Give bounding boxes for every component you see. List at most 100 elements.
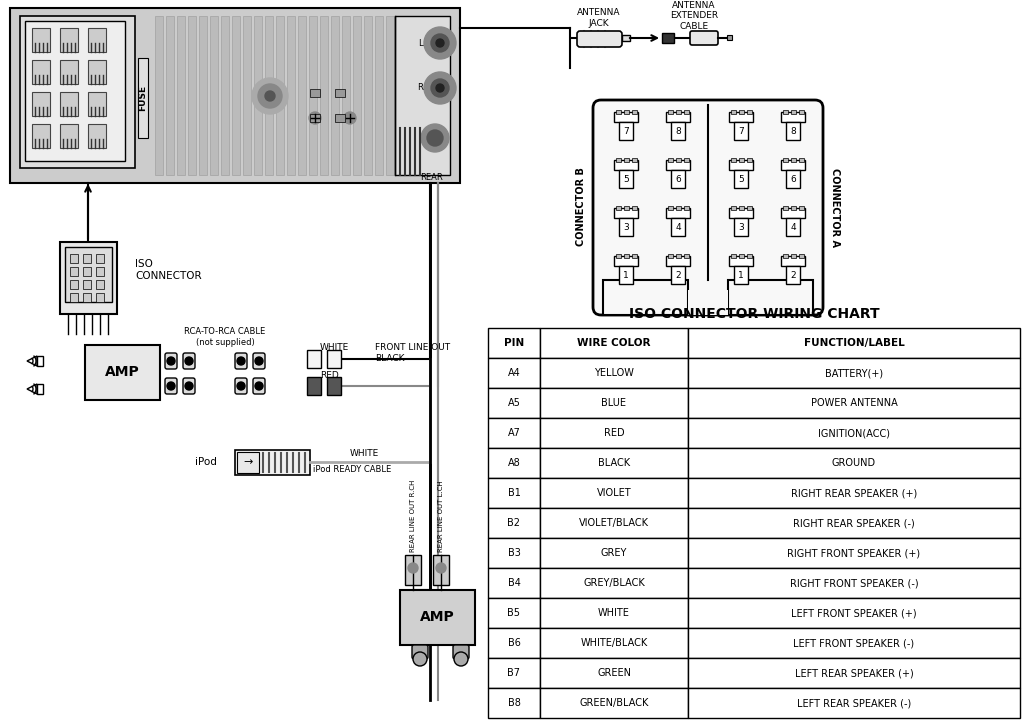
Circle shape [167,382,175,390]
Bar [188,16,196,175]
Bar [237,452,259,473]
Bar [540,598,688,628]
Bar [734,218,748,236]
Bar [32,124,50,148]
Text: FUNCTION/LABEL: FUNCTION/LABEL [803,338,904,348]
Bar [83,280,91,289]
Bar [666,112,690,122]
Bar [327,350,341,368]
FancyBboxPatch shape [235,378,247,394]
Bar [96,254,104,263]
Bar [622,35,630,41]
Bar [307,350,321,368]
Bar [671,122,685,140]
Text: 4: 4 [676,224,681,232]
Bar [799,254,804,258]
Bar [540,358,688,388]
Text: 6: 6 [790,175,796,185]
Bar [624,110,629,114]
Bar [540,628,688,658]
Text: L: L [418,38,422,48]
FancyBboxPatch shape [412,645,428,659]
Bar [791,110,796,114]
Text: 8: 8 [676,127,681,137]
Bar [298,16,306,175]
Bar [684,110,689,114]
FancyBboxPatch shape [183,353,195,369]
Bar [540,388,688,418]
Bar [60,28,78,52]
Text: AMP: AMP [104,365,139,379]
Bar [799,206,804,210]
Text: RIGHT FRONT SPEAKER (+): RIGHT FRONT SPEAKER (+) [787,548,921,558]
FancyBboxPatch shape [453,645,469,659]
Text: 5: 5 [738,175,744,185]
Bar [619,266,633,284]
Text: 4: 4 [790,224,796,232]
Bar [632,110,637,114]
Bar [65,247,112,302]
Circle shape [237,357,245,365]
Bar [688,388,1020,418]
Bar [20,16,135,168]
Circle shape [424,27,456,59]
Bar [616,158,621,162]
Text: A7: A7 [508,428,520,438]
Text: POWER ANTENNA: POWER ANTENNA [810,398,897,408]
Bar [739,206,744,210]
Bar [614,160,638,170]
Bar [320,16,328,175]
Text: ISO CONNECTOR WIRING CHART: ISO CONNECTOR WIRING CHART [629,307,879,321]
Bar [310,89,320,97]
Circle shape [185,357,193,365]
Bar [671,266,685,284]
Bar [210,16,218,175]
Text: VIOLET/BLACK: VIOLET/BLACK [579,518,649,528]
Text: 5: 5 [623,175,629,185]
Text: B1: B1 [508,488,520,498]
Bar [671,170,685,188]
Bar [155,16,162,175]
Text: REAR: REAR [420,174,443,182]
Bar [676,254,681,258]
Polygon shape [27,356,37,366]
Bar [632,158,637,162]
Bar [69,280,78,289]
Text: 1: 1 [738,272,744,280]
Text: GROUND: GROUND [832,458,876,468]
Text: REAR LINE OUT R.CH: REAR LINE OUT R.CH [410,479,416,552]
Bar [739,254,744,258]
Text: BLUE: BLUE [602,398,626,408]
Bar [487,388,540,418]
Bar [540,658,688,688]
Text: B5: B5 [508,608,520,618]
Bar [487,598,540,628]
Bar [37,384,43,394]
Bar [688,538,1020,568]
Bar [287,16,295,175]
Bar [10,8,460,183]
Text: RED: RED [320,371,338,379]
Text: AMP: AMP [420,610,455,624]
Bar [342,16,350,175]
Bar [487,478,540,508]
Text: RED: RED [604,428,624,438]
Text: 2: 2 [790,272,796,280]
Circle shape [413,652,427,666]
Bar [25,21,125,161]
Circle shape [265,91,275,101]
Bar [671,218,685,236]
Bar [799,110,804,114]
Bar [364,16,372,175]
Bar [614,208,638,218]
Bar [729,112,753,122]
Bar [619,218,633,236]
Text: A5: A5 [508,398,520,408]
Bar [487,628,540,658]
Circle shape [408,563,418,573]
Bar [668,254,673,258]
Bar [375,16,383,175]
Circle shape [454,652,468,666]
Text: WHITE: WHITE [598,608,630,618]
Bar [783,158,788,162]
